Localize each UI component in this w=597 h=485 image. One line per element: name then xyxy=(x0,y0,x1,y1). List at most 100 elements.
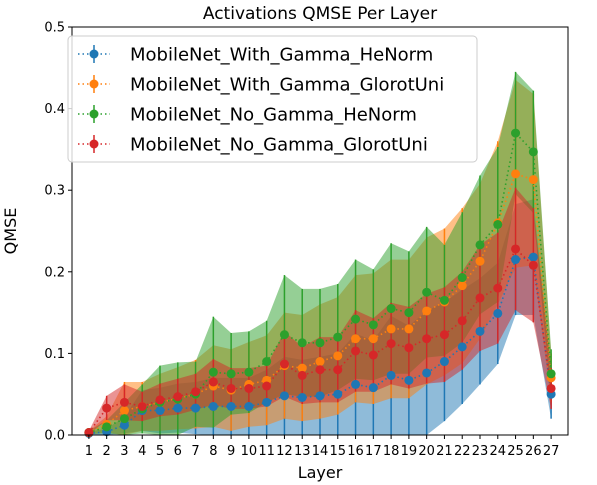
point-mobilenet-no-gamma-henorm-25 xyxy=(511,128,521,138)
point-mobilenet-no-gamma-glorotuni-2 xyxy=(102,403,112,413)
point-mobilenet-no-gamma-glorotuni-22 xyxy=(457,316,467,326)
point-mobilenet-no-gamma-glorotuni-4 xyxy=(137,401,147,411)
x-tick-label: 5 xyxy=(156,444,164,459)
point-mobilenet-with-gamma-henorm-7 xyxy=(191,403,201,413)
chart-title: Activations QMSE Per Layer xyxy=(203,4,437,24)
point-mobilenet-no-gamma-henorm-26 xyxy=(528,147,538,157)
point-mobilenet-with-gamma-henorm-17 xyxy=(368,383,378,393)
point-mobilenet-with-gamma-glorotuni-26 xyxy=(528,175,538,185)
point-mobilenet-with-gamma-glorotuni-19 xyxy=(404,324,414,334)
point-mobilenet-with-gamma-henorm-25 xyxy=(511,255,521,265)
point-mobilenet-no-gamma-henorm-2 xyxy=(102,422,112,432)
point-mobilenet-no-gamma-glorotuni-11 xyxy=(262,381,272,391)
x-tick-label: 6 xyxy=(174,444,182,459)
point-mobilenet-no-gamma-glorotuni-27 xyxy=(546,383,556,393)
y-tick-label: 0.3 xyxy=(44,184,65,199)
point-mobilenet-no-gamma-henorm-23 xyxy=(475,240,485,250)
x-tick-label: 25 xyxy=(507,444,524,459)
point-mobilenet-with-gamma-henorm-12 xyxy=(279,391,289,401)
point-mobilenet-no-gamma-glorotuni-26 xyxy=(528,260,538,270)
point-mobilenet-with-gamma-glorotuni-22 xyxy=(457,281,467,291)
legend-marker-mobilenet-no-gamma-henorm xyxy=(89,109,99,119)
point-mobilenet-with-gamma-henorm-16 xyxy=(351,379,361,389)
point-mobilenet-no-gamma-glorotuni-5 xyxy=(155,395,165,405)
x-tick-label: 16 xyxy=(347,444,364,459)
point-mobilenet-with-gamma-henorm-3 xyxy=(119,420,129,430)
y-tick-label: 0.0 xyxy=(44,429,65,444)
point-mobilenet-with-gamma-glorotuni-18 xyxy=(386,324,396,334)
x-tick-label: 7 xyxy=(191,444,199,459)
series-points xyxy=(84,128,556,438)
x-tick-label: 22 xyxy=(454,444,471,459)
point-mobilenet-with-gamma-glorotuni-23 xyxy=(475,256,485,266)
x-tick-label: 3 xyxy=(120,444,128,459)
error-bands xyxy=(88,71,552,436)
y-axis: 0.0 0.1 0.2 0.3 0.4 0.5 xyxy=(44,21,72,444)
x-tick-label: 20 xyxy=(418,444,435,459)
legend-box xyxy=(67,35,478,163)
x-tick-label: 24 xyxy=(490,444,507,459)
x-tick-label: 12 xyxy=(276,444,293,459)
point-mobilenet-with-gamma-glorotuni-17 xyxy=(368,334,378,344)
point-mobilenet-with-gamma-glorotuni-16 xyxy=(351,334,361,344)
point-mobilenet-no-gamma-glorotuni-13 xyxy=(297,370,307,380)
legend-marker-mobilenet-no-gamma-glorotuni xyxy=(89,139,99,149)
y-tick-label: 0.1 xyxy=(44,347,65,362)
point-mobilenet-no-gamma-glorotuni-7 xyxy=(191,387,201,397)
x-axis: 1 2 3 4 5 6 7 8 9 10 11 12 13 14 15 16 17 18 19 20 21 22 23 24 2… xyxy=(85,435,560,459)
point-mobilenet-no-gamma-glorotuni-12 xyxy=(279,359,289,369)
x-tick-label: 13 xyxy=(294,444,311,459)
x-tick-label: 15 xyxy=(330,444,347,459)
x-tick-label: 21 xyxy=(436,444,453,459)
point-mobilenet-no-gamma-glorotuni-6 xyxy=(173,392,183,402)
point-mobilenet-no-gamma-henorm-22 xyxy=(457,273,467,283)
x-tick-label: 10 xyxy=(241,444,258,459)
point-mobilenet-with-gamma-henorm-19 xyxy=(404,375,414,385)
point-mobilenet-no-gamma-glorotuni-18 xyxy=(386,339,396,349)
legend-marker-mobilenet-with-gamma-henorm xyxy=(89,49,99,59)
point-mobilenet-no-gamma-glorotuni-21 xyxy=(439,330,449,340)
point-mobilenet-no-gamma-glorotuni-15 xyxy=(333,365,343,375)
point-mobilenet-no-gamma-glorotuni-14 xyxy=(315,365,325,375)
point-mobilenet-no-gamma-glorotuni-16 xyxy=(351,346,361,356)
point-mobilenet-no-gamma-henorm-10 xyxy=(244,367,254,377)
y-tick-label: 0.2 xyxy=(44,265,65,280)
point-mobilenet-no-gamma-glorotuni-23 xyxy=(475,293,485,303)
point-mobilenet-with-gamma-glorotuni-13 xyxy=(297,363,307,373)
x-tick-label: 27 xyxy=(543,444,560,459)
point-mobilenet-with-gamma-henorm-18 xyxy=(386,370,396,380)
line-mobilenet-no-gamma-henorm xyxy=(88,131,552,434)
legend: MobileNet_With_Gamma_HeNorm MobileNet_Wit… xyxy=(67,35,478,163)
point-mobilenet-with-gamma-glorotuni-20 xyxy=(422,306,432,316)
point-mobilenet-no-gamma-henorm-14 xyxy=(315,338,325,348)
point-mobilenet-with-gamma-henorm-24 xyxy=(493,308,503,318)
x-tick-label: 4 xyxy=(138,444,146,459)
point-mobilenet-no-gamma-henorm-18 xyxy=(386,304,396,314)
point-mobilenet-no-gamma-henorm-21 xyxy=(439,295,449,305)
y-tick-label: 0.4 xyxy=(44,102,65,117)
point-mobilenet-no-gamma-glorotuni-25 xyxy=(511,244,521,254)
point-mobilenet-with-gamma-henorm-21 xyxy=(439,357,449,367)
x-tick-label: 17 xyxy=(365,444,382,459)
point-mobilenet-no-gamma-henorm-24 xyxy=(493,219,503,229)
point-mobilenet-no-gamma-glorotuni-24 xyxy=(493,283,503,293)
x-tick-label: 23 xyxy=(472,444,489,459)
x-tick-label: 8 xyxy=(209,444,217,459)
point-mobilenet-with-gamma-henorm-22 xyxy=(457,342,467,352)
point-mobilenet-with-gamma-henorm-14 xyxy=(315,391,325,401)
point-mobilenet-with-gamma-glorotuni-25 xyxy=(511,169,521,179)
legend-label-mobilenet-no-gamma-glorotuni: MobileNet_No_Gamma_GlorotUni xyxy=(130,135,428,156)
point-mobilenet-no-gamma-henorm-9 xyxy=(226,369,236,379)
point-mobilenet-no-gamma-glorotuni-17 xyxy=(368,350,378,360)
x-tick-label: 11 xyxy=(258,444,275,459)
legend-label-mobilenet-no-gamma-henorm: MobileNet_No_Gamma_HeNorm xyxy=(130,105,417,126)
x-tick-label: 2 xyxy=(103,444,111,459)
x-axis-label: Layer xyxy=(298,463,343,482)
band-mobilenet-no-gamma-glorotuni xyxy=(88,187,552,435)
point-mobilenet-with-gamma-glorotuni-15 xyxy=(333,351,343,361)
point-mobilenet-with-gamma-henorm-9 xyxy=(226,401,236,411)
point-mobilenet-with-gamma-henorm-26 xyxy=(528,252,538,262)
point-mobilenet-no-gamma-henorm-12 xyxy=(279,330,289,340)
point-mobilenet-with-gamma-henorm-11 xyxy=(262,397,272,407)
